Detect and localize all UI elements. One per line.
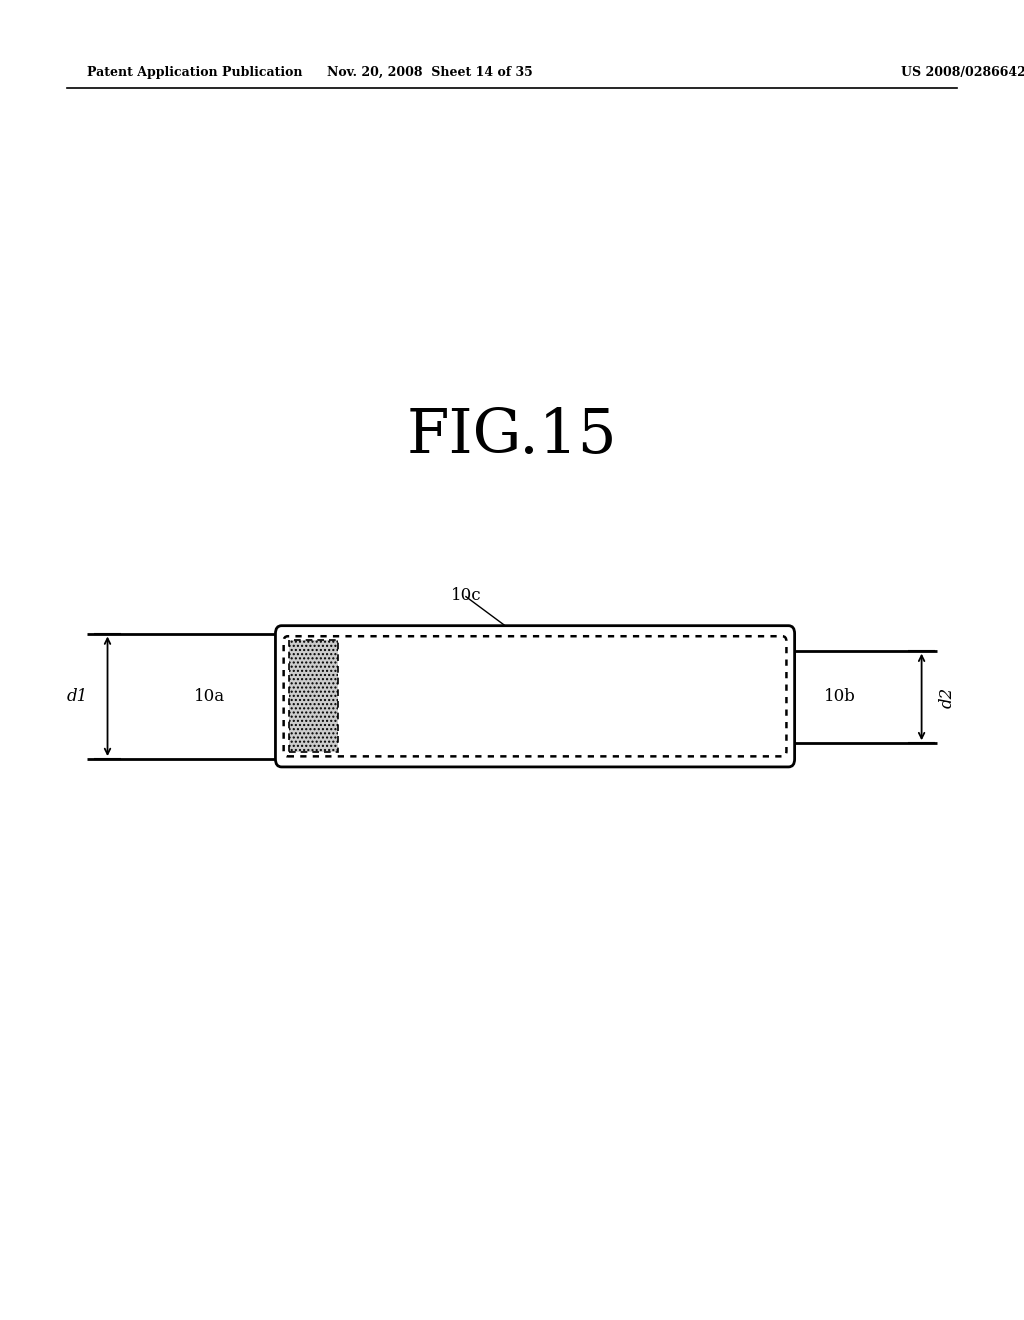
- Text: d1: d1: [67, 689, 87, 705]
- Text: 10b: 10b: [823, 689, 856, 705]
- Text: US 2008/0286642 A1: US 2008/0286642 A1: [901, 66, 1024, 79]
- Bar: [289, 640, 338, 752]
- Text: 10a: 10a: [195, 689, 225, 705]
- Text: 10c: 10c: [451, 587, 481, 605]
- Text: Patent Application Publication: Patent Application Publication: [87, 66, 302, 79]
- Text: Nov. 20, 2008  Sheet 14 of 35: Nov. 20, 2008 Sheet 14 of 35: [328, 66, 532, 79]
- Bar: [289, 640, 338, 752]
- Text: FIG.15: FIG.15: [407, 405, 617, 466]
- FancyBboxPatch shape: [275, 626, 795, 767]
- Text: d2: d2: [939, 686, 955, 708]
